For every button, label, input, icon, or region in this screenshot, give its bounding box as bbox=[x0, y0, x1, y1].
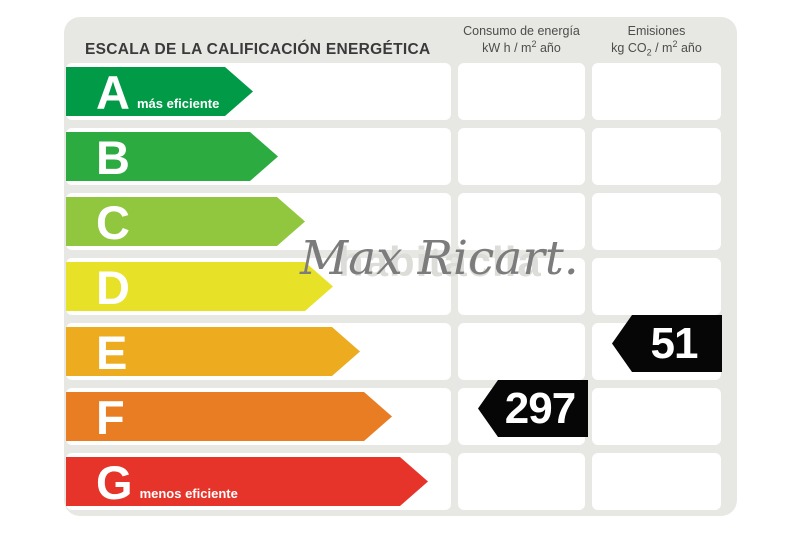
rating-bar-c: C bbox=[66, 197, 305, 246]
consumption-unit: kW h / m2 año bbox=[482, 38, 561, 55]
rating-cell-g: G menos eficiente bbox=[66, 453, 451, 510]
watermark-max-ricart: Max Ricart. bbox=[300, 231, 579, 286]
rating-row-g: G menos eficiente bbox=[64, 453, 737, 510]
consumption-value-arrow: 297 bbox=[478, 380, 588, 437]
emissions-cell-f bbox=[592, 388, 721, 445]
emissions-unit: kg CO2 / m2 año bbox=[611, 38, 702, 58]
rating-note-a: más eficiente bbox=[136, 96, 220, 111]
rating-bar-g: G menos eficiente bbox=[66, 457, 428, 506]
rating-cell-d: D bbox=[66, 258, 451, 315]
rating-cell-a: A más eficiente bbox=[66, 63, 451, 120]
emissions-cell-a bbox=[592, 63, 721, 120]
rating-letter-e: E bbox=[96, 326, 128, 379]
rating-bar-f: F bbox=[66, 392, 392, 441]
emissions-value: 51 bbox=[650, 318, 699, 368]
rating-letter-g: G bbox=[96, 456, 133, 509]
rating-cell-f: F bbox=[66, 388, 451, 445]
rating-row-b: B bbox=[64, 128, 737, 185]
rating-row-a: A más eficiente bbox=[64, 63, 737, 120]
rating-bar-e: E bbox=[66, 327, 360, 376]
consumption-cell-c bbox=[458, 193, 585, 250]
rating-bar-a: A más eficiente bbox=[66, 67, 253, 116]
consumption-column-header: Consumo de energía kW h / m2 año bbox=[458, 23, 585, 57]
consumption-cell-e bbox=[458, 323, 585, 380]
consumption-cell-b bbox=[458, 128, 585, 185]
rating-row-d: D bbox=[64, 258, 737, 315]
page-title: ESCALA DE LA CALIFICACIÓN ENERGÉTICA bbox=[85, 41, 431, 58]
consumption-value: 297 bbox=[504, 383, 576, 433]
consumption-label: Consumo de energía bbox=[463, 24, 580, 38]
rating-letter-f: F bbox=[96, 391, 125, 444]
rating-cell-e: E bbox=[66, 323, 451, 380]
emissions-cell-c bbox=[592, 193, 721, 250]
emissions-cell-d bbox=[592, 258, 721, 315]
emissions-value-arrow: 51 bbox=[612, 315, 722, 372]
rating-letter-c: C bbox=[96, 196, 130, 249]
rating-row-e: E bbox=[64, 323, 737, 380]
rating-row-c: C bbox=[64, 193, 737, 250]
emissions-cell-b bbox=[592, 128, 721, 185]
rating-bar-d: D bbox=[66, 262, 333, 311]
rating-cell-c: C bbox=[66, 193, 451, 250]
rating-bar-b: B bbox=[66, 132, 278, 181]
rating-letter-a: A bbox=[96, 66, 130, 119]
rating-letter-b: B bbox=[96, 131, 130, 184]
rating-letter-d: D bbox=[96, 261, 130, 314]
rating-note-g: menos eficiente bbox=[139, 486, 238, 501]
consumption-cell-d bbox=[458, 258, 585, 315]
emissions-column-header: Emisiones kg CO2 / m2 año bbox=[592, 23, 721, 57]
watermark-habitaclia: habitaclia bbox=[338, 238, 542, 285]
consumption-cell-a bbox=[458, 63, 585, 120]
consumption-cell-g bbox=[458, 453, 585, 510]
rating-cell-b: B bbox=[66, 128, 451, 185]
rating-row-f: F bbox=[64, 388, 737, 445]
emissions-cell-g bbox=[592, 453, 721, 510]
emissions-label: Emisiones bbox=[627, 24, 686, 38]
rating-panel: ESCALA DE LA CALIFICACIÓN ENERGÉTICA Con… bbox=[64, 17, 737, 516]
